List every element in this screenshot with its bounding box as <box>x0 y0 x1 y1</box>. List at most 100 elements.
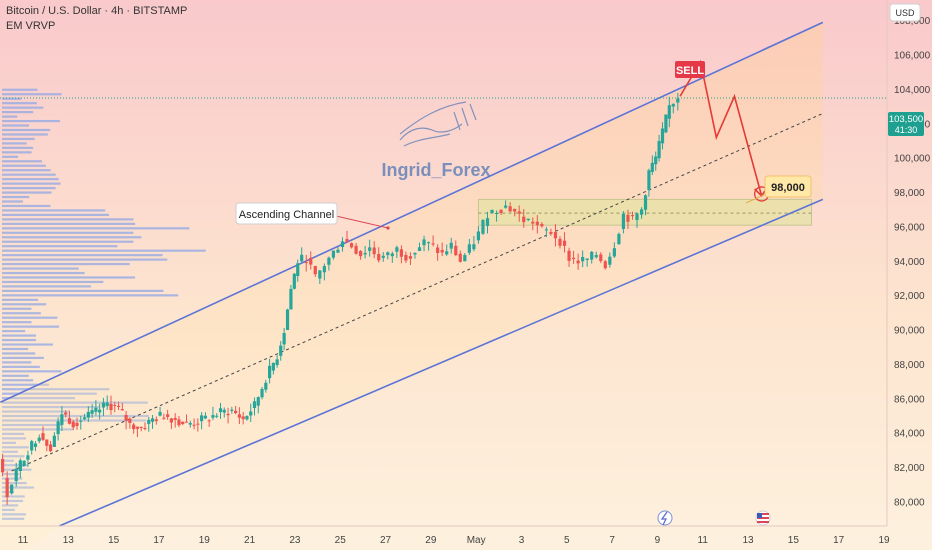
volume-bar <box>2 191 52 194</box>
candle-body <box>203 415 207 419</box>
volume-bar <box>2 155 19 158</box>
candle-body <box>676 98 680 103</box>
candle-body <box>381 255 385 258</box>
channel-label-box[interactable] <box>235 202 338 225</box>
time-tick-label: 23 <box>289 535 301 546</box>
candle-body <box>647 170 651 191</box>
volume-bar <box>2 227 190 230</box>
candle-body <box>660 128 665 144</box>
candle-body <box>41 433 45 440</box>
candle-body <box>169 418 174 423</box>
time-tick-label: 27 <box>380 535 392 546</box>
sell-label-box[interactable] <box>675 61 705 78</box>
candle-body <box>285 309 290 331</box>
candle-body <box>275 359 279 366</box>
candle-body <box>458 253 462 262</box>
volume-bar <box>2 236 142 239</box>
candle-body <box>671 103 675 107</box>
candle-body <box>1 458 5 473</box>
candle-body <box>98 409 102 413</box>
price-tick-label: 106,000 <box>894 51 931 62</box>
candles <box>1 92 680 505</box>
time-tick-label: 13 <box>742 535 754 546</box>
time-tick-label: 21 <box>244 535 256 546</box>
candle-body <box>390 253 394 257</box>
candle-body <box>52 435 56 447</box>
candle-body <box>517 211 521 214</box>
target-label-box[interactable] <box>764 175 812 198</box>
price-tick-label: 108,000 <box>894 16 931 27</box>
candle-body <box>124 414 128 421</box>
lightning-icon[interactable] <box>657 510 673 526</box>
time-tick-label: May <box>467 535 486 546</box>
candle-body <box>292 273 296 289</box>
volume-bar <box>2 88 38 91</box>
target-label: 98,000 <box>771 182 805 194</box>
volume-bar <box>2 186 56 190</box>
candle-body <box>481 219 485 234</box>
volume-bar <box>2 245 118 248</box>
channel-lower-line[interactable] <box>58 198 824 527</box>
candle-body <box>494 212 499 214</box>
candle-body <box>158 411 162 416</box>
volume-bar <box>2 178 59 181</box>
time-tick-label: 17 <box>153 535 165 546</box>
candle-body <box>639 209 644 215</box>
volume-bar <box>2 258 168 261</box>
time-tick-label: 7 <box>609 535 615 546</box>
volume-bar <box>2 294 179 297</box>
volume-bar <box>2 93 62 96</box>
time-tick-label: 11 <box>698 535 709 546</box>
candle-body <box>585 258 589 260</box>
volume-bar <box>2 119 61 123</box>
volume-bar <box>2 325 60 328</box>
candle-body <box>139 426 143 428</box>
candle-body <box>472 244 476 250</box>
candle-body <box>296 263 300 277</box>
candle-body <box>445 251 449 255</box>
channel-midline <box>11 112 824 472</box>
currency-button[interactable] <box>889 3 921 22</box>
volume-bar <box>2 222 136 225</box>
candle-body <box>14 468 18 482</box>
candle-body <box>581 256 585 262</box>
channel-callout-dot <box>386 226 390 230</box>
candle-body <box>132 424 136 430</box>
candle-body <box>267 365 272 379</box>
candle-body <box>60 414 64 425</box>
candle-body <box>417 247 422 251</box>
candle-body <box>75 422 79 426</box>
price-tick-label: 92,000 <box>894 291 925 302</box>
candle-body <box>282 332 286 345</box>
time-tick-label: 19 <box>878 535 890 546</box>
volume-bar <box>2 361 32 364</box>
volume-bar <box>2 97 22 100</box>
candle-body <box>147 419 151 424</box>
us-flag-icon[interactable] <box>755 510 771 526</box>
candle-body <box>256 397 260 406</box>
candle-body <box>45 439 49 446</box>
volume-bar <box>2 133 48 136</box>
volume-bar <box>2 379 34 382</box>
candle-body <box>64 412 68 415</box>
candle-body <box>664 114 668 133</box>
sell-label: SELL <box>676 65 704 77</box>
candle-body <box>526 218 530 221</box>
volume-bar <box>2 111 34 114</box>
candle-body <box>313 266 317 275</box>
candle-body <box>612 248 616 257</box>
price-tick-label: 98,000 <box>894 188 925 199</box>
time-axis[interactable]: 11 13 15 17 19 21 23 25 27 29 May 3 5 7 9 11 13 15 17 19 <box>18 535 890 546</box>
candle-body <box>513 208 517 212</box>
volume-bar <box>2 213 109 217</box>
candle-body <box>71 421 75 428</box>
volume-bar <box>2 356 44 360</box>
candle-body <box>105 402 109 407</box>
candle-body <box>245 416 249 420</box>
candle-body <box>30 441 34 451</box>
target-callout-line <box>745 192 769 204</box>
volume-bar <box>2 115 18 118</box>
candle-body <box>504 205 508 208</box>
candle-body <box>535 221 539 226</box>
